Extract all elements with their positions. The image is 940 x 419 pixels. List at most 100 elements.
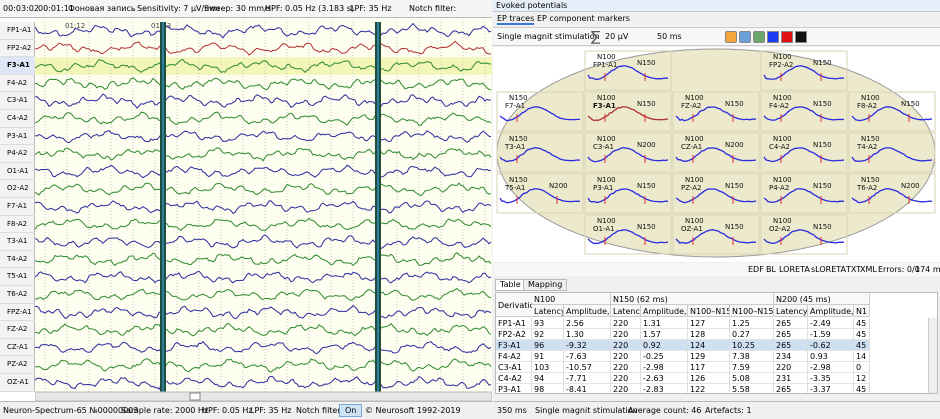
export-button[interactable]: EDF bbox=[748, 265, 764, 274]
eeg-trace bbox=[35, 40, 492, 56]
eeg-trace bbox=[35, 305, 492, 320]
export-button[interactable]: LORETA bbox=[779, 265, 810, 274]
ep-label: FP2-A2 bbox=[769, 61, 793, 69]
toolbar-item[interactable]: LPF: 35 Hz bbox=[350, 4, 392, 13]
table-cell[interactable]: F3-A1 bbox=[496, 340, 532, 351]
toolbar-item[interactable]: 00:03:02 bbox=[3, 4, 39, 13]
toolbar-button[interactable] bbox=[739, 31, 751, 43]
toolbar-button[interactable] bbox=[725, 31, 737, 43]
marker-label: N100 bbox=[773, 53, 792, 61]
table-cell: 94 bbox=[532, 373, 564, 384]
channel-label[interactable]: T6-A2 bbox=[0, 286, 35, 304]
eeg-trace bbox=[35, 375, 492, 391]
tab[interactable]: EP component markers bbox=[537, 14, 630, 23]
channel-label[interactable]: PZ-A2 bbox=[0, 356, 35, 374]
table-cell: 2.56 bbox=[564, 318, 611, 329]
channel-label[interactable]: O2-A2 bbox=[0, 180, 35, 198]
amplitude-select[interactable]: 20 μV bbox=[605, 32, 629, 41]
table-cell: 231 bbox=[774, 373, 808, 384]
table-cell[interactable]: C4-A2 bbox=[496, 373, 532, 384]
marker-label: N150 bbox=[813, 223, 832, 231]
table-cell: 265 bbox=[774, 384, 808, 393]
ep-panel: Evoked potentials EP traces EP component m… bbox=[493, 0, 940, 419]
table-cell: -3.37 bbox=[808, 384, 854, 393]
channel-label[interactable]: P4-A2 bbox=[0, 145, 35, 163]
table-cell: 124 bbox=[688, 340, 730, 351]
table-cell[interactable]: FP1-A1 bbox=[496, 318, 532, 329]
export-button[interactable]: XML bbox=[860, 265, 877, 274]
table-cell: 265 bbox=[774, 329, 808, 340]
view-tab[interactable]: Mapping bbox=[523, 279, 568, 291]
channel-label[interactable]: OZ-A1 bbox=[0, 374, 35, 392]
ep-label: FP1-A1 bbox=[593, 61, 617, 69]
channel-label[interactable]: C3-A1 bbox=[0, 92, 35, 110]
column-header: Amplitude, μV bbox=[808, 305, 854, 317]
latency: 174 ms bbox=[915, 265, 940, 274]
channel-label[interactable]: O1-A1 bbox=[0, 163, 35, 181]
channel-label[interactable]: F8-A2 bbox=[0, 216, 35, 234]
toolbar-item[interactable]: HPF: 0.05 Hz (3.183 s) bbox=[265, 4, 355, 13]
ep-curve bbox=[851, 147, 933, 162]
toolbar-button[interactable] bbox=[753, 31, 765, 43]
table-cell[interactable]: FP2-A2 bbox=[496, 329, 532, 340]
ep-curve bbox=[851, 106, 933, 122]
table-cell: 220 bbox=[611, 340, 641, 351]
channel-label[interactable]: F3-A1 bbox=[0, 57, 35, 75]
footer-item[interactable]: 350 ms bbox=[497, 406, 527, 415]
channel-label[interactable]: T5-A1 bbox=[0, 268, 35, 286]
status-item: Neuron-Spectrum-65 №00000003 bbox=[3, 406, 139, 415]
ep-cell bbox=[760, 214, 848, 255]
table-cell[interactable]: F4-A2 bbox=[496, 351, 532, 362]
table-cell: 5.08 bbox=[730, 373, 774, 384]
marker-label: N150 bbox=[509, 176, 528, 184]
eeg-trace bbox=[35, 217, 492, 232]
table-cell[interactable]: C3-A1 bbox=[496, 362, 532, 373]
toolbar-button[interactable] bbox=[795, 31, 807, 43]
channel-label[interactable]: FP1-A1 bbox=[0, 22, 35, 40]
artifact-marker-edge bbox=[377, 22, 379, 392]
ep-cell bbox=[584, 214, 672, 255]
column-header: Latency, ms bbox=[774, 305, 808, 317]
toolbar-item[interactable]: Notch filter: bbox=[409, 4, 457, 13]
channel-label[interactable]: F4-A2 bbox=[0, 75, 35, 93]
channel-label[interactable]: T4-A2 bbox=[0, 251, 35, 269]
tab[interactable]: EP traces bbox=[497, 14, 535, 25]
toolbar-item[interactable]: Sweep: 30 mm/s bbox=[204, 4, 271, 13]
export-button[interactable]: BL bbox=[766, 265, 776, 274]
channel-label[interactable]: T3-A1 bbox=[0, 233, 35, 251]
table-cell: -7.71 bbox=[564, 373, 611, 384]
marker-label: N150 bbox=[813, 59, 832, 67]
table-scrollbar bbox=[928, 318, 937, 393]
eeg-trace bbox=[35, 75, 492, 91]
marker-label: N150 bbox=[637, 182, 656, 190]
channel-label[interactable]: FPZ-A1 bbox=[0, 304, 35, 322]
sweep-select[interactable]: 50 ms bbox=[657, 32, 682, 41]
table-cell: 45 bbox=[854, 340, 870, 351]
toolbar-item[interactable]: Фоновая запись bbox=[68, 4, 136, 13]
table-cell: 117 bbox=[688, 362, 730, 373]
table-cell: 0.93 bbox=[808, 351, 854, 362]
footer-item: Artefacts: 1 bbox=[705, 406, 752, 415]
channel-label[interactable]: P3-A1 bbox=[0, 128, 35, 146]
channel-label[interactable]: FP2-A2 bbox=[0, 40, 35, 58]
export-button[interactable]: sLORETA bbox=[811, 265, 846, 274]
toolbar-item[interactable]: 00:01:11 bbox=[38, 4, 74, 13]
table-cell: 1.31 bbox=[641, 318, 688, 329]
channel-label[interactable]: C4-A2 bbox=[0, 110, 35, 128]
stimulation-select[interactable]: Single magnit stimulation bbox=[497, 32, 600, 41]
view-tab[interactable]: Table bbox=[495, 279, 526, 291]
ep-label: F7-A1 bbox=[505, 102, 525, 110]
channel-label[interactable]: FZ-A2 bbox=[0, 321, 35, 339]
export-button[interactable]: TXT bbox=[846, 265, 862, 274]
notch-toggle[interactable]: On bbox=[339, 404, 363, 417]
toolbar-button[interactable] bbox=[767, 31, 779, 43]
toolbar-button[interactable] bbox=[781, 31, 793, 43]
channel-label[interactable]: CZ-A1 bbox=[0, 339, 35, 357]
ep-curve bbox=[587, 106, 669, 122]
table-cell: -3.35 bbox=[808, 373, 854, 384]
table-cell[interactable]: P3-A1 bbox=[496, 384, 532, 393]
toolbar-item[interactable]: Sensitivity: 7 μV/mm bbox=[137, 4, 220, 13]
ep-cell bbox=[496, 173, 584, 214]
table-cell: -1.59 bbox=[808, 329, 854, 340]
channel-label[interactable]: F7-A1 bbox=[0, 198, 35, 216]
